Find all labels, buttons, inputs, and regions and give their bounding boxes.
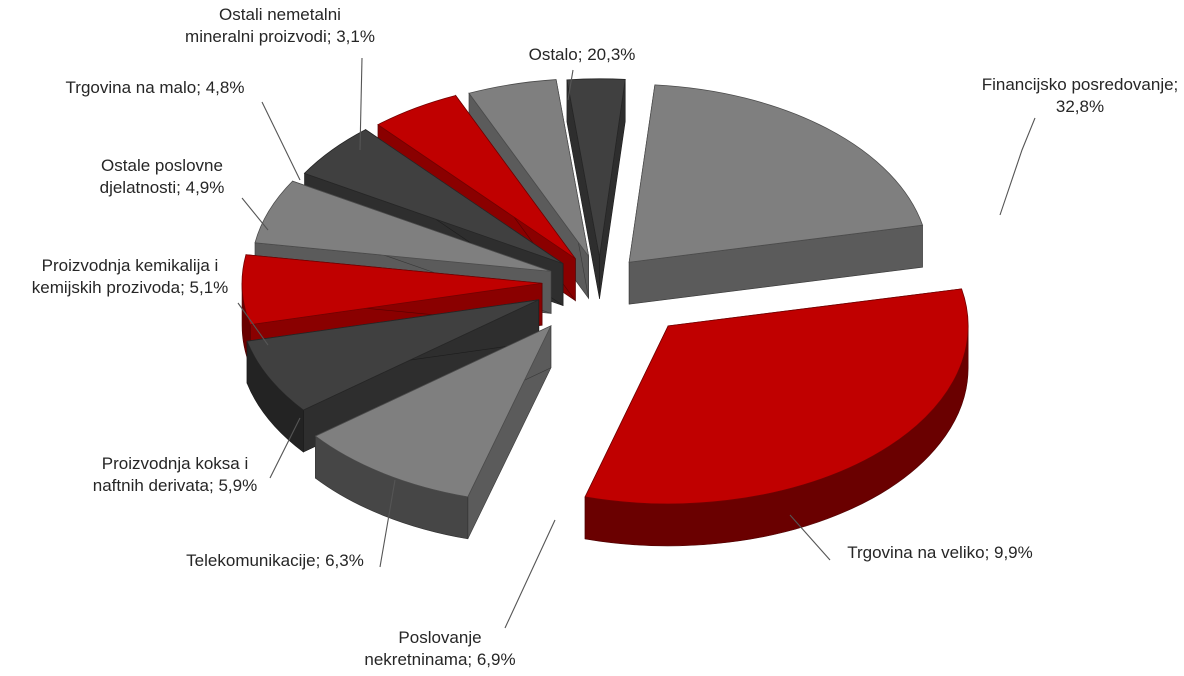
slice-top-3 xyxy=(246,299,539,411)
pie-slice-9 xyxy=(566,78,626,299)
slice-label-line2: nekretninama; 6,9% xyxy=(364,650,515,669)
slice-label-line1: Ostale poslovne xyxy=(101,156,223,175)
slice-label-9: Ostali nemetalni mineralni proizvodi; 3,1… xyxy=(185,5,375,46)
slice-label-line2: 32,8% xyxy=(1056,97,1104,116)
slice-top-10 xyxy=(628,84,924,263)
slice-label-line1: Proizvodnja koksa i xyxy=(102,454,248,473)
slice-label-7: Ostale poslovne djelatnosti; 4,9% xyxy=(100,156,225,197)
leader-line-4 xyxy=(379,479,396,568)
slice-top-1 xyxy=(584,288,969,505)
slice-label-4: Telekomunikacije; 6,3% xyxy=(186,551,364,570)
slice-top-6 xyxy=(303,129,564,264)
slice-label-line2: mineralni proizvodi; 3,1% xyxy=(185,27,375,46)
leader-line-10 xyxy=(567,69,574,101)
slice-label-line2: kemijskih prozivoda; 5,1% xyxy=(32,278,229,297)
slice-label-line1: Trgovina na malo; 4,8% xyxy=(66,78,245,97)
slice-label-line1: Proizvodnja kemikalija i xyxy=(42,256,219,275)
slice-label-3: Poslovanje nekretninama; 6,9% xyxy=(364,628,515,669)
slice-label-10: Ostalo; 20,3% xyxy=(529,45,636,64)
slice-label-line1: Ostalo; 20,3% xyxy=(529,45,636,64)
slice-label-line2: naftnih derivata; 5,9% xyxy=(93,476,257,495)
slice-label-8: Trgovina na malo; 4,8% xyxy=(66,78,245,97)
slice-top-2 xyxy=(314,324,552,498)
slice-top-5 xyxy=(254,180,552,272)
slice-label-line1: Telekomunikacije; 6,3% xyxy=(186,551,364,570)
slice-label-5: Proizvodnja koksa i naftnih derivata; 5,9… xyxy=(93,454,257,495)
slice-label-6: Proizvodnja kemikalija i kemijskih proziv… xyxy=(32,256,229,297)
slice-labels: Financijsko posredovanje; 32,8% Trgovina n… xyxy=(32,5,1179,669)
slice-label-1: Financijsko posredovanje; 32,8% xyxy=(982,75,1179,116)
leader-line-7 xyxy=(241,197,269,231)
leader-line-8 xyxy=(261,101,301,181)
slice-label-line1: Ostali nemetalni xyxy=(219,5,341,24)
leader-line-5 xyxy=(269,417,301,479)
leader-line-1 xyxy=(999,117,1036,216)
pie-slice-2 xyxy=(314,324,552,540)
slice-top-8 xyxy=(468,79,590,257)
slice-label-line2: djelatnosti; 4,9% xyxy=(100,178,225,197)
pie-slices xyxy=(241,78,969,547)
leader-lines xyxy=(237,57,1036,629)
leader-line-6 xyxy=(237,302,269,346)
leader-line-9 xyxy=(359,57,363,151)
slice-top-4 xyxy=(241,254,543,326)
slice-top-9 xyxy=(566,78,626,257)
leader-line-2 xyxy=(789,514,831,561)
leader-line-3 xyxy=(504,519,556,629)
slice-top-7 xyxy=(377,95,576,260)
slice-label-line1: Trgovina na veliko; 9,9% xyxy=(847,543,1033,562)
slice-label-line1: Financijsko posredovanje; xyxy=(982,75,1179,94)
slice-label-line1: Poslovanje xyxy=(398,628,481,647)
pie-slice-1 xyxy=(584,288,969,547)
slice-label-2: Trgovina na veliko; 9,9% xyxy=(847,543,1033,562)
pie-slice-10 xyxy=(628,84,924,305)
